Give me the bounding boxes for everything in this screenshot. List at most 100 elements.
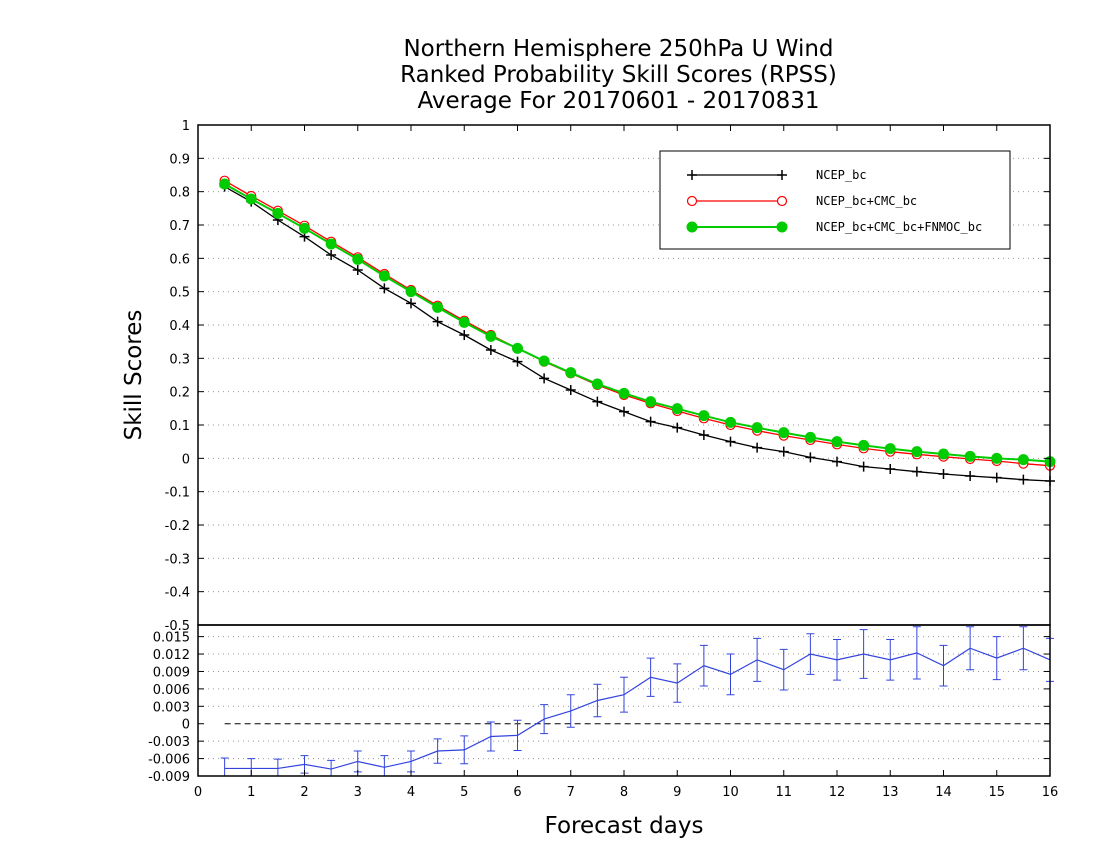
y-tick-label: 0.9 — [169, 152, 190, 167]
data-point — [378, 270, 390, 282]
error-bar — [220, 757, 229, 777]
data-point — [698, 430, 709, 440]
x-tick-label: 9 — [673, 785, 681, 800]
x-axis-title: Forecast days — [545, 813, 704, 839]
y-tick-label: 0.015 — [153, 631, 190, 646]
data-point — [725, 436, 736, 447]
x-tick-label: 15 — [988, 785, 1005, 800]
data-point — [591, 378, 603, 390]
bottom-panel-series — [220, 626, 1054, 777]
y-tick-label: 0.009 — [153, 665, 190, 680]
data-point — [751, 422, 763, 434]
data-point — [964, 450, 976, 462]
axes-frames — [197, 124, 1051, 777]
top-panel-grid — [198, 157, 1050, 593]
chart-title-line-3: Average For 20170601 - 20170831 — [417, 88, 820, 114]
x-tick-label: 11 — [775, 785, 792, 800]
data-point — [538, 355, 550, 367]
y-tick-label: -0.2 — [165, 519, 190, 534]
y-tick-label: 0.3 — [169, 352, 190, 367]
data-point — [565, 385, 576, 395]
data-point — [379, 283, 390, 294]
data-point — [911, 466, 922, 477]
data-point — [671, 403, 683, 415]
x-tick-label: 10 — [722, 785, 739, 800]
data-point — [352, 253, 364, 265]
chart-title-line-1: Northern Hemisphere 250hPa U Wind — [403, 36, 834, 62]
data-point — [991, 452, 1003, 464]
data-point — [219, 178, 231, 190]
y-tick-label: -0.006 — [148, 753, 190, 768]
data-point — [512, 342, 523, 354]
y-tick-label: -0.009 — [148, 770, 190, 785]
legend-label: NCEP_bc — [816, 168, 867, 182]
y-tick-label: 0.012 — [153, 648, 190, 663]
y-tick-label: 0.4 — [169, 319, 190, 334]
data-point — [885, 464, 896, 474]
legend-box — [659, 150, 1011, 250]
y-tick-label: -0.4 — [165, 586, 190, 601]
data-point — [938, 469, 949, 479]
data-point — [645, 396, 657, 408]
data-point — [406, 298, 416, 309]
x-tick-label: 6 — [513, 785, 521, 800]
y-tick-label: 0.8 — [169, 186, 190, 201]
data-point — [725, 416, 736, 428]
data-point — [458, 316, 470, 328]
legend-marker — [686, 195, 698, 207]
data-point — [1017, 454, 1029, 466]
top-panel-series — [219, 175, 1056, 486]
legend-marker — [777, 170, 787, 180]
series-line — [224, 647, 1051, 770]
x-tick-label: 4 — [407, 785, 415, 800]
data-point — [752, 442, 763, 453]
legend-marker — [776, 195, 788, 207]
y-tick-label: 0 — [182, 718, 190, 733]
data-point — [512, 356, 523, 367]
y-axis-title: Skill Scores — [121, 310, 147, 441]
legend-label: NCEP_bc+CMC_bc — [816, 194, 917, 208]
x-tick-label: 0 — [194, 785, 202, 800]
y-tick-label: 0.1 — [169, 419, 190, 434]
data-point — [272, 207, 284, 219]
data-point — [805, 452, 816, 463]
y-tick-label: 1 — [182, 119, 190, 134]
x-tick-label: 14 — [935, 785, 952, 800]
data-point — [485, 330, 497, 342]
data-point — [565, 367, 577, 379]
data-point — [672, 422, 683, 433]
data-point — [858, 461, 869, 472]
data-point — [1018, 474, 1029, 485]
data-point — [619, 406, 629, 417]
legend: NCEP_bc NCEP_bc+CMC_bc NCEP_bc+CMC_bc+FNMO… — [659, 150, 1011, 250]
y-tick-label: -0.3 — [165, 552, 190, 567]
data-point — [299, 222, 310, 234]
data-point — [831, 436, 843, 448]
data-point — [832, 456, 842, 467]
y-tick-label: 0.2 — [169, 386, 190, 401]
bottom-panel-frame — [197, 624, 1051, 777]
legend-marker — [687, 170, 697, 180]
x-tick-label: 16 — [1042, 785, 1059, 800]
legend-marker — [686, 221, 698, 233]
y-tick-label: 0.003 — [153, 700, 190, 715]
x-tick-label: 8 — [620, 785, 628, 800]
data-point — [938, 448, 949, 460]
chart-title-line-2: Ranked Probability Skill Scores (RPSS) — [400, 62, 837, 88]
error-bar — [380, 755, 389, 777]
data-point — [911, 446, 923, 458]
data-point — [645, 416, 656, 427]
data-point — [778, 446, 789, 457]
y-tick-label: 0.7 — [169, 219, 190, 234]
y-tick-label: 0.006 — [153, 683, 190, 698]
data-point — [965, 471, 976, 481]
x-tick-label: 5 — [460, 785, 468, 800]
x-tick-label: 3 — [354, 785, 362, 800]
data-point — [804, 431, 816, 443]
x-tick-label: 1 — [247, 785, 255, 800]
x-tick-label: 7 — [567, 785, 575, 800]
data-point — [778, 427, 790, 439]
y-tick-label: -0.1 — [165, 486, 190, 501]
y-tick-label: -0.003 — [148, 735, 190, 750]
